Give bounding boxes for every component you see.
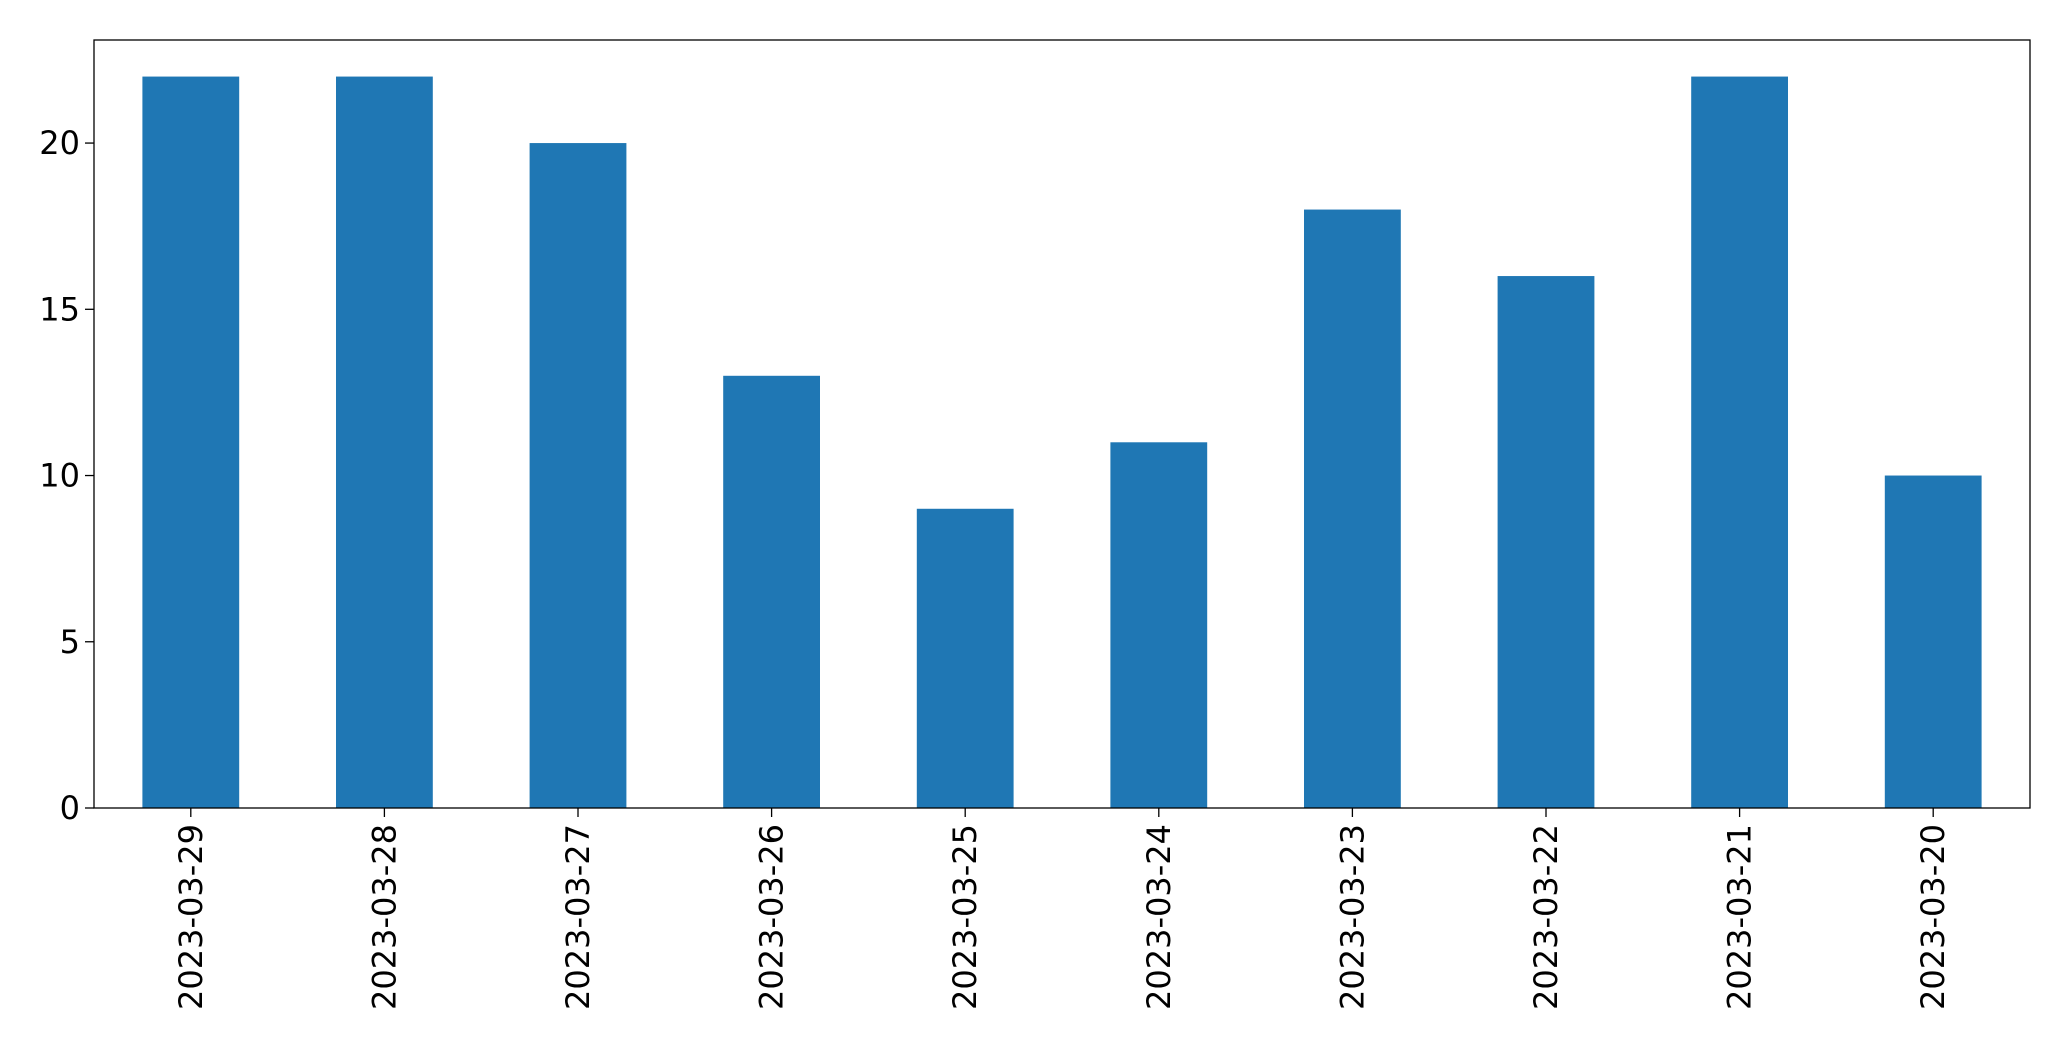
bar [1304,209,1401,808]
y-tick-label: 15 [39,290,80,328]
x-tick-label: 2023-03-25 [946,824,984,1010]
y-tick-label: 0 [60,789,80,827]
y-tick-label: 5 [60,623,80,661]
plot-frame [93,39,2031,809]
bar [142,76,240,809]
x-tick-label: 2023-03-23 [1333,824,1371,1010]
x-tick-label: 2023-03-24 [1140,824,1178,1010]
y-tick-label: 20 [39,124,80,162]
x-tick-label: 2023-03-28 [365,824,403,1010]
bar [723,375,820,808]
x-tick-label: 2023-03-26 [753,824,791,1010]
bar [1691,76,1788,809]
y-tick-label: 10 [39,457,80,495]
bar [1497,276,1595,808]
x-tick-label: 2023-03-27 [559,824,597,1010]
x-tick-label: 2023-03-29 [172,824,210,1010]
x-tick-label: 2023-03-20 [1914,824,1952,1010]
bar [529,143,627,808]
bar [336,76,433,809]
x-tick-label: 2023-03-22 [1527,824,1565,1010]
bar [916,508,1014,808]
x-tick-label: 2023-03-21 [1721,824,1759,1010]
bar [1110,442,1208,808]
bar [1884,475,1982,808]
